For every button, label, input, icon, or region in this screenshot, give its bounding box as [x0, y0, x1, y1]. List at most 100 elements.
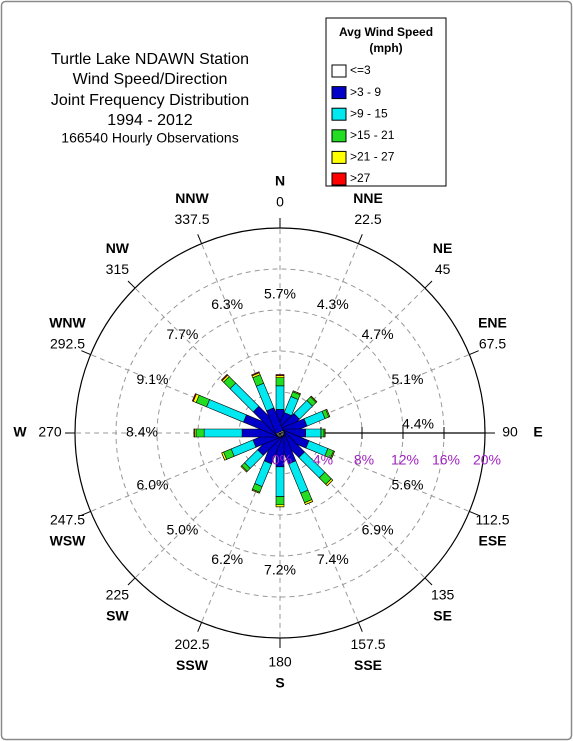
direction-total: 8.4%	[126, 424, 158, 440]
direction-degree: 0	[276, 194, 284, 210]
direction-total: 4.4%	[402, 416, 434, 432]
outer-tick	[81, 350, 91, 356]
outer-tick	[197, 622, 203, 632]
direction-degree: 270	[38, 424, 62, 440]
outer-tick	[424, 280, 433, 289]
wind-bar-segment	[203, 428, 243, 438]
legend-label: >21 - 27	[350, 150, 395, 164]
direction-degree: 292.5	[50, 336, 85, 352]
wind-bar-segment	[193, 428, 195, 438]
direction-name: NE	[433, 240, 452, 256]
direction-degree: 112.5	[475, 512, 509, 528]
direction-total: 5.1%	[392, 371, 424, 387]
legend-swatch	[331, 64, 347, 78]
chart-title: Turtle Lake NDAWN Station	[51, 51, 249, 68]
direction-name: WSW	[50, 533, 87, 549]
direction-total: 5.0%	[166, 521, 198, 537]
direction-name: ESE	[478, 533, 506, 549]
direction-name: NNE	[353, 190, 383, 206]
outer-tick	[197, 234, 203, 244]
wind-bar-segment	[326, 409, 331, 417]
wind-bar-segment	[320, 428, 325, 438]
wind-bar-segment	[195, 428, 205, 438]
wind-bar-segment	[275, 377, 285, 387]
direction-name: NW	[106, 240, 130, 256]
radial-tick-label: 20%	[473, 452, 501, 468]
wind-bar-segment	[251, 371, 260, 377]
outer-tick	[127, 280, 136, 289]
spoke	[305, 287, 426, 408]
radial-tick-label: 16%	[432, 452, 460, 468]
legend-label: >9 - 15	[350, 106, 388, 120]
direction-total: 4.7%	[362, 326, 394, 342]
wind-bar-segment	[293, 390, 301, 395]
direction-total: 7.7%	[166, 326, 198, 342]
outer-tick	[469, 510, 479, 516]
outer-tick	[357, 622, 363, 632]
direction-total: 5.6%	[392, 477, 424, 493]
wind-bar-segment	[275, 385, 285, 410]
direction-name: SW	[106, 607, 129, 623]
legend-swatch	[331, 150, 347, 164]
direction-total: 6.0%	[137, 477, 169, 493]
wind-bar-segment	[221, 452, 225, 461]
spoke	[201, 466, 267, 623]
direction-name: ENE	[478, 315, 507, 331]
marks	[191, 371, 335, 508]
legend-label: >15 - 21	[350, 128, 395, 142]
direction-total: 6.2%	[211, 551, 243, 567]
spoke	[313, 354, 470, 420]
wind-bar-segment	[275, 374, 285, 376]
wind-bar-segment	[275, 504, 285, 508]
radial-tick-label: 12%	[391, 452, 419, 468]
direction-name: S	[275, 675, 284, 691]
wind-bar-segment	[275, 466, 285, 497]
direction-total: 7.2%	[264, 562, 296, 578]
outer-tick	[127, 577, 136, 586]
chart-title: Joint Frequency Distribution	[51, 92, 249, 109]
outer-tick	[81, 510, 91, 516]
labels: 0% 4% 8% 12% 16% 20% 5.7% 4.3% 4.7% 5.1% 4.4% 5.6% 6…	[13, 173, 542, 691]
legend-swatch	[331, 172, 347, 186]
legend-swatch	[331, 107, 347, 121]
legend-label: >27	[350, 171, 371, 185]
direction-name: SE	[433, 607, 452, 623]
legend-title: Avg Wind Speed	[339, 25, 433, 39]
radial-tick-label: 0%	[272, 452, 292, 468]
wind-bar-segment	[331, 451, 335, 459]
direction-degree: 337.5	[174, 211, 209, 227]
outer-tick	[424, 577, 433, 586]
direction-degree: 135	[431, 586, 455, 602]
chart-title: 166540 Hourly Observations	[61, 130, 238, 146]
direction-name: NNW	[175, 190, 209, 206]
spoke	[90, 446, 247, 512]
direction-name: SSW	[176, 657, 209, 673]
wind-bar-segment	[326, 479, 334, 487]
direction-total: 6.9%	[362, 521, 394, 537]
spoke	[134, 458, 255, 579]
direction-name: N	[275, 173, 285, 189]
wind-bar-segment	[191, 393, 197, 402]
direction-total: 7.4%	[317, 551, 349, 567]
direction-degree: 247.5	[50, 512, 85, 528]
wind-bar-segment	[240, 466, 247, 473]
direction-name: W	[13, 424, 27, 440]
outer-tick	[469, 350, 479, 356]
legend-title: (mph)	[369, 41, 402, 55]
chart-title: 1994 - 2012	[107, 112, 193, 129]
direction-degree: 22.5	[354, 211, 381, 227]
direction-degree: 67.5	[479, 336, 506, 352]
wind-bar-segment	[305, 428, 322, 438]
wind-bar-segment	[275, 375, 285, 378]
chart-title: Wind Speed/Direction	[73, 71, 228, 88]
direction-degree: 90	[502, 424, 518, 440]
legend-label: <=3	[350, 63, 371, 77]
wind-bar-segment	[305, 501, 313, 505]
direction-degree: 45	[435, 261, 451, 277]
legend-label: >3 - 9	[350, 85, 381, 99]
direction-degree: 157.5	[350, 636, 385, 652]
direction-degree: 315	[106, 261, 130, 277]
spoke	[293, 243, 359, 400]
